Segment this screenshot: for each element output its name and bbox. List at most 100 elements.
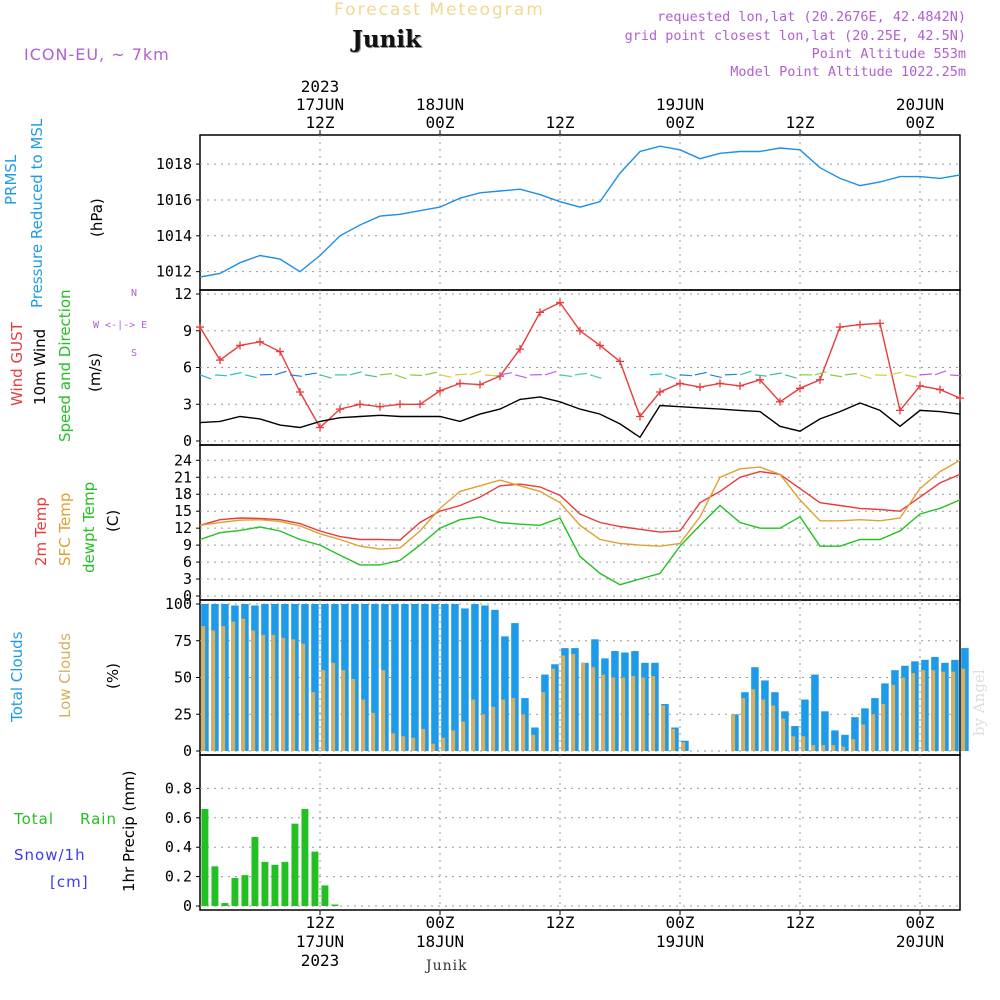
- y-tick-label: 0.8: [165, 779, 192, 797]
- low-cloud-bar: [801, 736, 806, 751]
- low-cloud-bar: [941, 671, 946, 751]
- total-cloud-bar: [841, 734, 849, 751]
- bottom-hour-label: 12Z: [306, 913, 335, 932]
- wind-direction-arrow: [364, 374, 377, 378]
- y-tick-label: 12: [174, 285, 192, 303]
- chart-subtitle: Forecast Meteogram: [334, 0, 545, 20]
- wind-direction-arrow: [649, 373, 663, 376]
- low-cloud-bar: [421, 728, 426, 751]
- low-cloud-bar: [331, 662, 336, 751]
- low-cloud-bar: [361, 699, 366, 751]
- series-line-dewpt-temp: [199, 499, 961, 586]
- total-cloud-bar: [461, 608, 469, 751]
- low-cloud-bar: [311, 692, 316, 751]
- low-cloud-bar: [741, 698, 746, 751]
- top-date-label: 18JUN: [416, 95, 464, 114]
- total-cloud-bar: [511, 623, 519, 751]
- total-cloud-bar: [411, 604, 419, 751]
- rain-bar: [201, 808, 209, 906]
- total-cloud-bar: [851, 717, 859, 751]
- rain-bar: [231, 878, 239, 906]
- y-tick-label: 1018: [156, 155, 192, 173]
- bottom-hour-label: 00Z: [666, 913, 695, 932]
- wind-direction-arrow: [589, 374, 602, 379]
- low-cloud-bar: [611, 677, 616, 751]
- y-tick-label: 25: [174, 705, 192, 723]
- total-cloud-bar: [431, 604, 439, 751]
- low-cloud-bar: [261, 634, 266, 751]
- y-tick-label: 9: [183, 322, 192, 340]
- y-tick-label: 21: [174, 468, 192, 486]
- wind-direction-arrow: [874, 374, 888, 376]
- rain-bar: [221, 903, 229, 906]
- low-cloud-bar: [781, 718, 786, 751]
- gust-marker: [336, 405, 344, 414]
- total-cloud-bar: [401, 604, 409, 751]
- top-date-label: 19JUN: [656, 95, 704, 114]
- gust-marker: [876, 319, 884, 328]
- wind-direction-arrow: [229, 371, 242, 376]
- wind-direction-arrow: [664, 374, 677, 380]
- y-tick-label: 75: [174, 632, 192, 650]
- total-cloud-bar: [501, 636, 509, 751]
- gust-marker: [416, 400, 424, 409]
- gust-marker: [256, 337, 264, 346]
- wind-direction-arrow: [484, 374, 498, 377]
- low-cloud-bar: [911, 673, 916, 751]
- low-cloud-bar: [951, 671, 956, 751]
- y-tick-label: 15: [174, 502, 192, 520]
- panel-frame: [199, 754, 961, 911]
- gust-marker: [856, 320, 864, 329]
- total-cloud-bar: [391, 604, 399, 751]
- rain-bar: [311, 851, 319, 906]
- top-hour-label: 12Z: [546, 113, 575, 132]
- wind-direction-arrow: [394, 374, 407, 380]
- total-cloud-bar: [421, 604, 429, 751]
- rain-bar: [251, 836, 259, 906]
- bottom-date-label: 19JUN: [656, 932, 704, 951]
- wind-direction-arrow: [574, 372, 587, 376]
- wind-direction-arrow: [454, 373, 468, 376]
- gust-marker: [936, 385, 944, 394]
- rain-cm-label: [cm]: [50, 873, 89, 891]
- gust-marker: [836, 323, 844, 332]
- total-cloud-bar: [371, 604, 379, 751]
- low-cloud-bar: [431, 743, 436, 751]
- wind-direction-arrow: [409, 374, 423, 377]
- low-cloud-bar: [831, 745, 836, 751]
- gust-marker: [456, 379, 464, 388]
- gust-marker: [536, 308, 544, 317]
- wind-direction-arrow: [544, 370, 557, 376]
- low-cloud-bar: [561, 655, 566, 751]
- wind-direction-arrow: [244, 374, 257, 379]
- series-line-pressure: [199, 145, 961, 278]
- low-cloud-bar: [341, 670, 346, 751]
- total-cloud-bar: [481, 605, 489, 751]
- low-cloud-bar: [771, 705, 776, 751]
- wind-direction-arrow: [829, 374, 842, 378]
- low-cloud-bar: [681, 742, 686, 751]
- low-cloud-bar: [251, 630, 256, 751]
- y-tick-label: 0: [183, 897, 192, 915]
- wind-direction-arrow: [199, 374, 212, 380]
- low-cloud-bar: [901, 677, 906, 751]
- top-year-label: 2023: [301, 77, 340, 96]
- gust-marker: [396, 400, 404, 409]
- low-cloud-bar: [921, 670, 926, 751]
- top-date-label: 17JUN: [296, 95, 344, 114]
- low-cloud-bar: [201, 626, 206, 751]
- y-tick-label: 0.6: [165, 809, 192, 827]
- low-cloud-bar: [451, 730, 456, 751]
- wind-direction-arrow: [694, 371, 707, 376]
- chart-title: Junik: [352, 26, 421, 53]
- compass-n: N: [131, 288, 138, 299]
- low-cloud-bar: [501, 699, 506, 751]
- gust-marker: [436, 386, 444, 395]
- total-cloud-bar: [821, 711, 829, 751]
- y-tick-label: 1012: [156, 263, 192, 281]
- bottom-date-label: 20JUN: [896, 932, 944, 951]
- low-cloud-bar: [291, 639, 296, 751]
- low-cloud-bar: [231, 621, 236, 751]
